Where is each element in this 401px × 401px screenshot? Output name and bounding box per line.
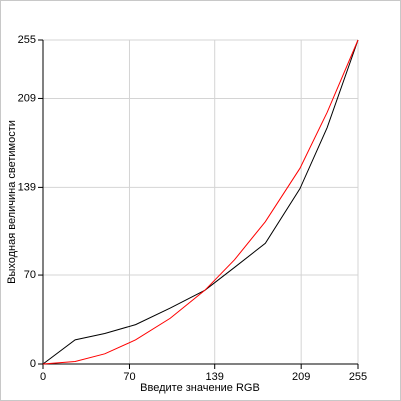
series-line <box>42 39 359 365</box>
y-tick-label: 209 <box>18 92 36 104</box>
y-tick-label: 70 <box>24 269 36 281</box>
x-axis-label: Введите значение RGB <box>140 382 260 394</box>
x-tick-label: 70 <box>123 371 135 383</box>
y-tick-label: 0 <box>30 358 36 370</box>
x-tick-label: 255 <box>349 371 367 383</box>
x-tick-label: 0 <box>40 371 46 383</box>
y-tick-label: 255 <box>18 34 36 46</box>
x-tick-label: 139 <box>206 371 224 383</box>
y-axis-label: Выходная величина светимости <box>6 120 18 284</box>
x-tick-label: 209 <box>292 371 310 383</box>
y-tick-label: 139 <box>18 181 36 193</box>
